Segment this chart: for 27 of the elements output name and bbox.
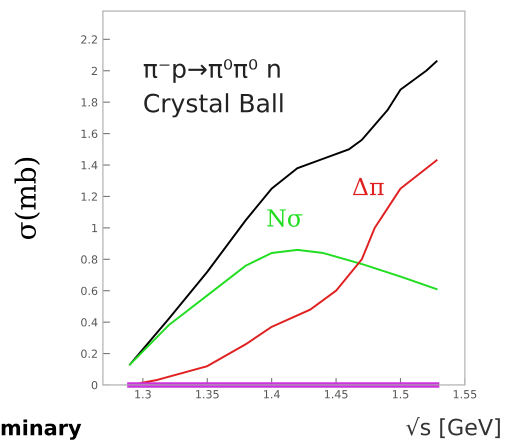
- y-tick-label: 1.2: [82, 192, 97, 201]
- y-tick-label: 2: [92, 66, 97, 75]
- series-label: Δπ: [352, 178, 384, 196]
- series-label: Nσ: [267, 209, 302, 227]
- text: minary: [2, 419, 82, 440]
- y-tick-label: 0.6: [81, 286, 98, 296]
- x-axis-title: √s [GeV]: [406, 417, 500, 438]
- x-tick-label: 1.55: [454, 390, 476, 398]
- y-tick-label: 1.6: [82, 130, 98, 138]
- y-tick-label: 1.8: [82, 98, 98, 107]
- y-tick-label: 1.4: [82, 161, 98, 170]
- x-tick-label: 1.5: [392, 390, 408, 398]
- x-tick-label: 1.4: [264, 390, 280, 398]
- y-tick-label: 1: [92, 224, 98, 232]
- y-tick-label: 2.2: [81, 35, 97, 44]
- x-tick-label: 1.35: [196, 390, 219, 398]
- y-tick-label: 0.2: [81, 350, 97, 358]
- y-tick-label: 0.4: [81, 318, 98, 327]
- y-tick-label: 0: [92, 380, 98, 390]
- y-axis-title: σ(mb): [14, 158, 40, 240]
- line-series: [128, 248, 438, 366]
- annotation: π⁻p→π⁰π⁰ n: [144, 59, 280, 83]
- x-tick-label: 1.45: [324, 390, 348, 398]
- line-series: [128, 60, 438, 366]
- annotation: Crystal Ball: [144, 93, 282, 118]
- x-tick-label: 1.3: [135, 390, 151, 398]
- y-tick-label: 0.8: [81, 255, 98, 264]
